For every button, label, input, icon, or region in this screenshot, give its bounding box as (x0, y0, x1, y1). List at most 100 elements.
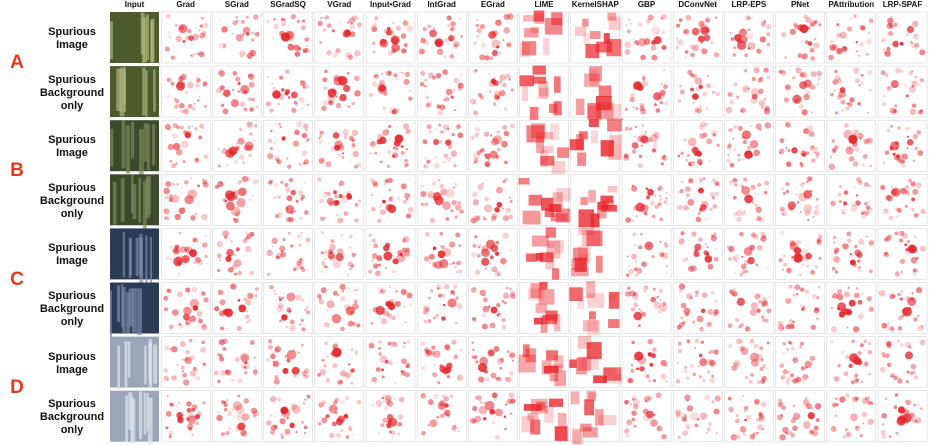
saliency-blob (195, 27, 198, 29)
image-cell (826, 119, 877, 172)
saliency-blob (685, 158, 689, 162)
saliency-blob (431, 262, 437, 267)
saliency-blob (749, 433, 756, 440)
saliency-blob (696, 417, 700, 421)
saliency-blob (218, 70, 225, 77)
saliency-blob (197, 259, 204, 266)
saliency-blob (435, 72, 442, 79)
saliency-blob (280, 251, 287, 258)
saliency-blob (218, 164, 221, 168)
saliency-blob (453, 293, 456, 296)
saliency-blob (476, 422, 479, 424)
saliency-blob (910, 363, 917, 370)
saliency-blob (777, 401, 783, 408)
saliency-blob (434, 195, 444, 206)
saliency-blob (663, 310, 665, 313)
saliency-blob (201, 213, 208, 221)
saliency-blob (485, 377, 490, 382)
saliency-blob (294, 210, 297, 213)
saliency-blob (319, 368, 327, 376)
saliency-blob (897, 378, 903, 384)
saliency-blob (640, 309, 643, 313)
saliency-blob (879, 366, 886, 373)
saliency-blob (176, 125, 180, 130)
saliency-blob (303, 368, 310, 374)
saliency-blob (436, 48, 444, 56)
saliency-blob (855, 426, 858, 429)
saliency-blob (502, 232, 509, 239)
saliency-blob (186, 407, 192, 413)
saliency-blob (182, 108, 189, 115)
saliency-blob (919, 49, 926, 56)
saliency-blob (476, 395, 483, 402)
saliency-blob (225, 370, 229, 373)
saliency-blob (801, 264, 804, 267)
saliency-blob (919, 407, 923, 410)
saliency-blob (335, 95, 338, 98)
column-header: VGrad (327, 0, 352, 9)
saliency-blob (277, 302, 284, 309)
saliency-blob (714, 191, 719, 197)
image-cell (263, 390, 313, 442)
saliency-blob (166, 394, 169, 398)
saliency-blob (345, 435, 350, 439)
saliency-blob (633, 358, 636, 361)
saliency-blob (235, 142, 238, 145)
saliency-blob (253, 365, 256, 368)
saliency-blob (293, 100, 298, 105)
saliency-blob (453, 89, 456, 92)
saliency-blob (737, 125, 743, 131)
saliency-blob (733, 359, 741, 367)
image-cell (212, 119, 262, 172)
saliency-blob (340, 380, 344, 383)
saliency-blob (852, 161, 859, 167)
saliency-blob (842, 212, 845, 215)
saliency-blob (660, 162, 664, 166)
saliency-blob (400, 369, 404, 373)
saliency-blob (303, 374, 308, 379)
saliency-blob (339, 283, 346, 290)
saliency-blob (626, 286, 631, 290)
saliency-blob (730, 37, 735, 41)
saliency-blob (863, 349, 866, 352)
saliency-blob (328, 404, 338, 414)
saliency-blob (680, 151, 684, 155)
saliency-blob (839, 396, 846, 403)
saliency-blob (688, 163, 692, 167)
saliency-blob (905, 205, 908, 208)
saliency-blob (764, 122, 772, 129)
saliency-patch (584, 73, 600, 87)
saliency-blob (808, 429, 814, 435)
saliency-blob (830, 325, 838, 333)
input-texture (135, 237, 139, 277)
saliency-blob (753, 432, 756, 435)
saliency-blob (744, 410, 747, 413)
saliency-blob (437, 110, 444, 116)
saliency-blob (813, 147, 819, 152)
saliency-blob (171, 163, 177, 169)
saliency-blob (890, 124, 893, 128)
saliency-blob (766, 31, 771, 36)
saliency-blob (842, 201, 848, 206)
saliency-blob (299, 258, 303, 261)
saliency-blob (378, 405, 381, 407)
saliency-blob (921, 410, 924, 412)
saliency-blob (509, 123, 515, 129)
saliency-blob (478, 376, 485, 383)
saliency-blob (231, 408, 234, 411)
saliency-blob (404, 192, 411, 199)
saliency-blob (459, 17, 462, 21)
saliency-blob (244, 141, 254, 151)
saliency-blob (185, 287, 191, 293)
saliency-blob (217, 269, 221, 272)
input-texture (116, 68, 121, 111)
saliency-blob (395, 290, 398, 293)
saliency-blob (902, 413, 912, 423)
saliency-blob (696, 315, 704, 323)
saliency-blob (406, 292, 413, 299)
saliency-blob (906, 25, 915, 34)
saliency-blob (688, 161, 692, 166)
saliency-blob (628, 378, 632, 382)
saliency-blob (403, 306, 406, 309)
saliency-blob (846, 26, 853, 32)
